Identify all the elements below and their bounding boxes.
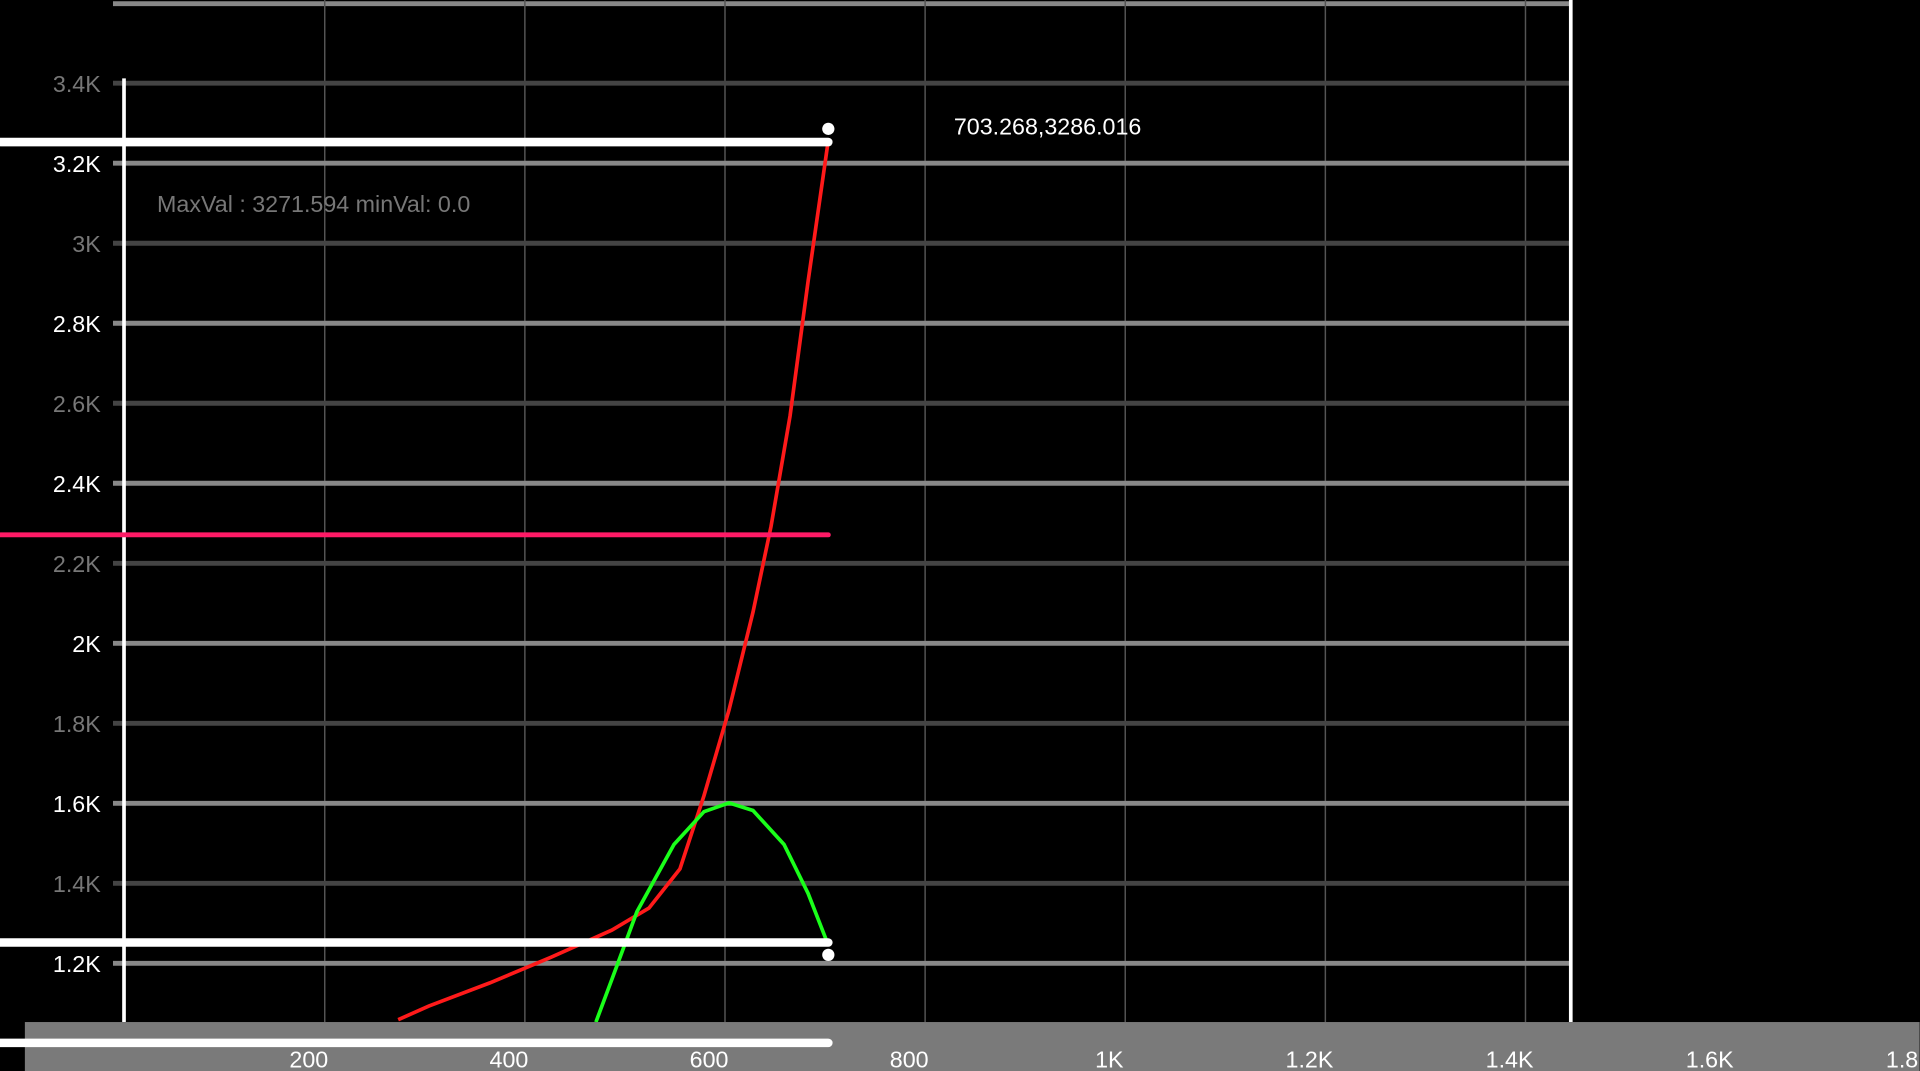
y-tick-label: 1.2K (53, 951, 101, 977)
point-marker (822, 948, 835, 962)
grid (112, 0, 1570, 1023)
stats-text: MaxVal : 3271.594 minVal: 0.0 (157, 191, 470, 217)
x-tick-labels: 200 400 600 800 1K 1.2K 1.4K 1.6K 1.8K (289, 1046, 1920, 1071)
y-tick-label: 3.4K (53, 71, 101, 97)
point-annotation: 703.268,3286.016 (954, 114, 1141, 140)
x-tick-label: 1K (1095, 1046, 1124, 1071)
y-tick-label: 1.6K (53, 791, 101, 817)
x-tick-label: 800 (890, 1046, 929, 1071)
x-tick-label: 400 (490, 1046, 529, 1071)
y-tick-label: 1.8K (53, 711, 101, 737)
y-tick-label: 1.4K (53, 871, 101, 897)
y-tick-label: 2.6K (53, 391, 101, 417)
y-tick-label: 2K (72, 631, 101, 657)
y-tick-label: 2.2K (53, 551, 101, 577)
x-tick-label: 600 (690, 1046, 729, 1071)
x-tick-label: 200 (289, 1046, 328, 1071)
y-tick-label: 3K (72, 231, 101, 257)
x-tick-label: 1.6K (1686, 1046, 1734, 1071)
x-tick-label: 1.2K (1286, 1046, 1334, 1071)
y-tick-label: 2.8K (53, 311, 101, 337)
y-tick-label: 2.4K (53, 471, 101, 497)
line-series (397, 141, 830, 1022)
point-marker (822, 122, 835, 135)
x-tick-label: 1.8K (1886, 1046, 1920, 1071)
x-tick-label: 1.4K (1486, 1046, 1534, 1071)
y-tick-label: 3.2K (53, 151, 101, 177)
side-panel (1570, 0, 1920, 1023)
